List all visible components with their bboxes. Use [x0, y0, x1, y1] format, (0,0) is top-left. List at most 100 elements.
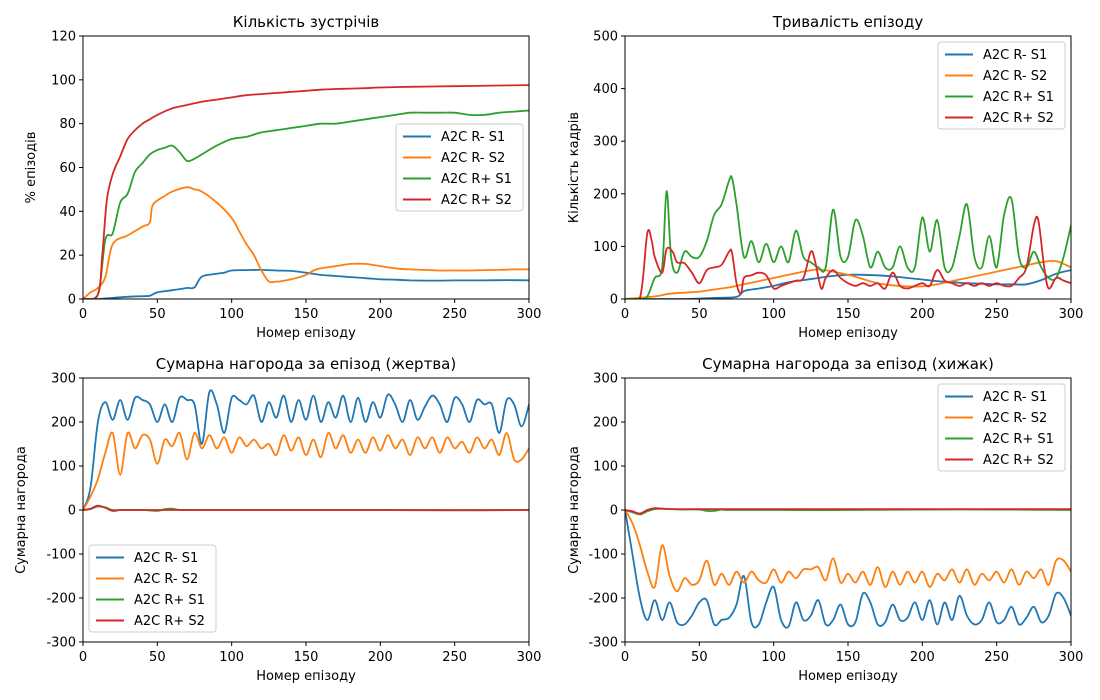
legend-label: A2C R+ S1 [983, 90, 1054, 105]
legend: A2C R- S1 A2C R- S2 A2C R+ S1 A2C R+ S2 [937, 41, 1066, 130]
series-line [83, 109, 529, 299]
x-tick-label: 0 [621, 650, 629, 665]
y-tick-label: 0 [610, 293, 618, 308]
legend: A2C R- S1 A2C R- S2 A2C R+ S1 A2C R+ S2 [395, 123, 524, 212]
series-line [625, 259, 1071, 299]
chart-predator-reward: 0 50 100 150 200 250 300 -300 -200 -100 0 100 200 300… [567, 355, 1083, 684]
y-tick-label: -200 [588, 592, 618, 607]
y-tick-label: -100 [588, 548, 618, 563]
x-tick-label: 300 [517, 650, 542, 665]
series-line [83, 389, 529, 511]
series-group [83, 84, 529, 299]
y-tick-label: -100 [46, 548, 76, 563]
legend-label: A2C R+ S2 [983, 453, 1054, 468]
series-line [83, 504, 529, 512]
series-line [83, 431, 529, 511]
y-axis-title: Сумарна нагорода [567, 446, 582, 574]
x-tick-label: 0 [79, 307, 87, 322]
legend-label: A2C R+ S1 [134, 593, 205, 608]
y-tick-label: 100 [51, 460, 76, 475]
series-line [83, 84, 529, 299]
y-tick-label: -300 [588, 636, 618, 651]
x-tick-label: 50 [691, 307, 708, 322]
legend-label: A2C R- S2 [441, 151, 505, 166]
plot-title: Кількість зустрічів [233, 13, 379, 31]
y-tick-label: 200 [51, 416, 76, 431]
x-tick-label: 100 [219, 650, 244, 665]
y-tick-label: 400 [593, 82, 618, 97]
legend-label: A2C R- S1 [983, 48, 1047, 63]
series-group [625, 175, 1071, 299]
y-tick-label: 100 [593, 460, 618, 475]
plot-title: Сумарна нагорода за епізод (жертва) [156, 355, 456, 373]
y-tick-label: 80 [59, 117, 76, 132]
legend-label: A2C R- S2 [983, 411, 1047, 426]
chart-encounters: 0 50 100 150 200 250 300 0 20 40 60 80 100 120 Кількіс… [24, 13, 541, 341]
y-tick-label: 200 [593, 187, 618, 202]
x-tick-label: 50 [691, 650, 708, 665]
x-tick-label: 50 [149, 307, 166, 322]
x-axis-title: Номер епізоду [798, 669, 898, 684]
y-tick-label: 100 [51, 73, 76, 88]
legend-label: A2C R- S2 [134, 572, 198, 587]
series-line [625, 509, 1071, 629]
legend-box [937, 383, 1066, 472]
y-tick-label: -300 [46, 636, 76, 651]
legend-label: A2C R+ S2 [134, 614, 205, 629]
y-tick-label: 0 [68, 504, 76, 519]
x-tick-label: 250 [442, 650, 467, 665]
y-tick-label: 200 [593, 416, 618, 431]
legend-label: A2C R- S2 [983, 69, 1047, 84]
x-tick-label: 300 [1059, 307, 1084, 322]
x-tick-label: 0 [79, 650, 87, 665]
legend-label: A2C R- S1 [441, 130, 505, 145]
x-tick-label: 250 [984, 650, 1009, 665]
x-tick-label: 300 [1059, 650, 1084, 665]
legend-label: A2C R+ S1 [441, 172, 512, 187]
y-tick-label: 100 [593, 240, 618, 255]
series-line [625, 175, 1071, 299]
x-tick-label: 100 [761, 650, 786, 665]
series-line [83, 268, 529, 299]
series-line [83, 186, 529, 299]
y-tick-label: -200 [46, 592, 76, 607]
x-tick-label: 150 [836, 650, 861, 665]
legend-label: A2C R- S1 [983, 390, 1047, 405]
y-tick-label: 0 [610, 504, 618, 519]
series-line [625, 215, 1071, 299]
y-tick-label: 300 [51, 372, 76, 387]
x-tick-label: 100 [761, 307, 786, 322]
y-tick-label: 120 [51, 30, 76, 45]
series-group [83, 389, 529, 512]
legend-label: A2C R+ S2 [441, 193, 512, 208]
x-tick-label: 200 [368, 307, 393, 322]
x-tick-label: 200 [368, 650, 393, 665]
x-tick-label: 100 [219, 307, 244, 322]
y-tick-label: 20 [59, 249, 76, 264]
y-tick-label: 500 [593, 30, 618, 45]
x-tick-label: 250 [442, 307, 467, 322]
legend: A2C R- S1 A2C R- S2 A2C R+ S1 A2C R+ S2 [937, 383, 1066, 472]
y-tick-label: 300 [593, 135, 618, 150]
x-axis-title: Номер епізоду [798, 326, 898, 341]
x-tick-label: 300 [517, 307, 542, 322]
x-tick-label: 200 [910, 307, 935, 322]
x-axis-title: Номер епізоду [256, 669, 356, 684]
legend: A2C R- S1 A2C R- S2 A2C R+ S1 A2C R+ S2 [88, 544, 217, 633]
series-group [625, 507, 1071, 629]
x-tick-label: 250 [984, 307, 1009, 322]
y-axis-title: Кількість кадрів [567, 112, 582, 223]
plot-title: Тривалість епізоду [772, 13, 924, 31]
y-tick-label: 60 [59, 161, 76, 176]
x-tick-label: 150 [294, 307, 319, 322]
legend-box [88, 544, 217, 633]
y-tick-label: 40 [59, 205, 76, 220]
y-axis-title: % епізодів [24, 132, 39, 204]
x-tick-label: 150 [836, 307, 861, 322]
y-tick-label: 300 [593, 372, 618, 387]
legend-label: A2C R+ S1 [983, 432, 1054, 447]
series-line [625, 507, 1071, 515]
x-axis-title: Номер епізоду [256, 326, 356, 341]
x-tick-label: 150 [294, 650, 319, 665]
